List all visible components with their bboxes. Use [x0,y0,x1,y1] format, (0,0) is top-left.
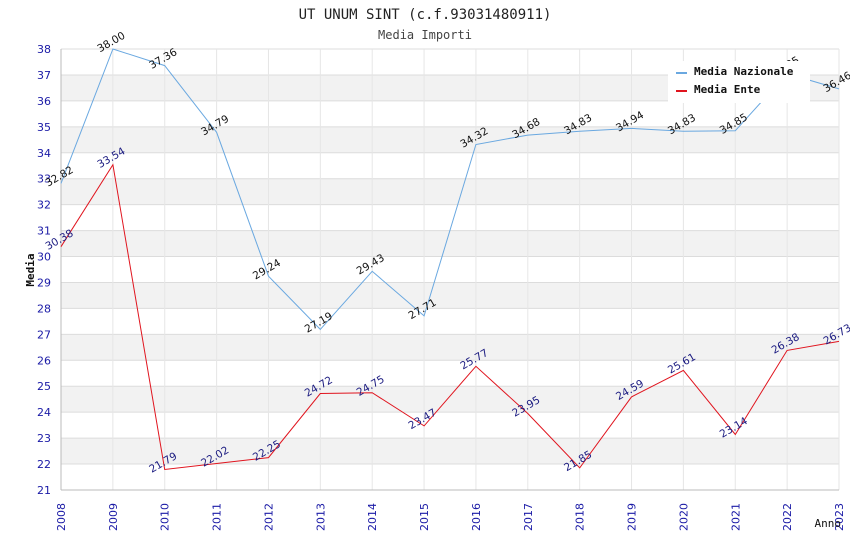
grid-band [61,386,839,413]
chart-title: UT UNUM SINT (c.f.93031480911) [299,7,552,23]
x-tick-label: 2023 [833,503,846,531]
x-tick-label: 2021 [729,503,742,531]
x-tick-label: 2019 [626,503,639,531]
x-tick-label: 2008 [55,503,68,531]
x-tick-label: 2016 [470,503,483,531]
x-tick-label: 2015 [418,503,431,531]
x-tick-label: 2018 [574,503,587,531]
x-tick-label: 2012 [262,503,275,531]
grid-lines [60,48,840,491]
y-tick-labels: 21 22 23 24 25 26 27 28 29 30 31 32 33 34 35 36 37 38 [37,43,51,497]
y-tick-label: 34 [37,147,51,160]
y-tick-label: 33 [37,173,51,186]
y-tick-label: 28 [37,302,51,315]
grid-band [61,230,839,257]
y-tick-label: 31 [37,225,51,238]
y-tick-label: 30 [37,251,51,264]
x-tick-label: 2020 [677,503,690,531]
data-label-media-nazionale: 29.24 [251,257,283,283]
y-tick-label: 21 [37,484,51,497]
y-tick-label: 35 [37,121,51,134]
grid-band [61,282,839,309]
data-label-media-nazionale: 27.19 [303,310,335,335]
series-lines [60,48,840,471]
data-label-media-nazionale: 38.00 [95,30,127,55]
grid-bands [61,74,839,465]
y-tick-label: 24 [37,406,51,419]
x-tick-label: 2017 [522,503,535,531]
axes [60,49,839,491]
y-tick-label: 29 [37,276,51,289]
x-tick-label: 2022 [781,503,794,531]
legend-label-media-ente: Media Ente [694,83,761,96]
legend-label-media-nazionale: Media Nazionale [694,65,794,78]
grid-band [61,178,839,205]
x-tick-label: 2011 [211,503,224,531]
grid-band [61,438,839,465]
x-tick-label: 2014 [366,503,379,531]
legend: Media Nazionale Media Ente [668,61,810,103]
x-tick-label: 2010 [159,503,172,531]
y-tick-label: 32 [37,199,51,212]
data-label-media-nazionale: 37.36 [147,46,179,72]
y-tick-label: 38 [37,43,51,56]
y-tick-label: 27 [37,328,51,341]
grid-band [61,334,839,361]
x-tick-label: 2009 [107,503,120,531]
series-line-media-nazionale [60,48,840,331]
y-tick-label: 26 [37,354,51,367]
y-tick-label: 22 [37,458,51,471]
y-axis-label: Media [24,253,37,286]
y-tick-label: 36 [37,95,51,108]
y-tick-label: 37 [37,69,51,82]
chart-subtitle: Media Importi [378,28,472,42]
x-axis-label: Anno [815,517,842,530]
legend-background [668,61,810,103]
y-tick-label: 25 [37,380,51,393]
y-tick-label: 23 [37,432,51,445]
x-tick-labels: 2008 2009 2010 2011 2012 2013 2014 2015 2016 2017… [55,503,846,531]
series-line-media-ente [60,163,840,471]
x-tick-label: 2013 [314,503,327,531]
